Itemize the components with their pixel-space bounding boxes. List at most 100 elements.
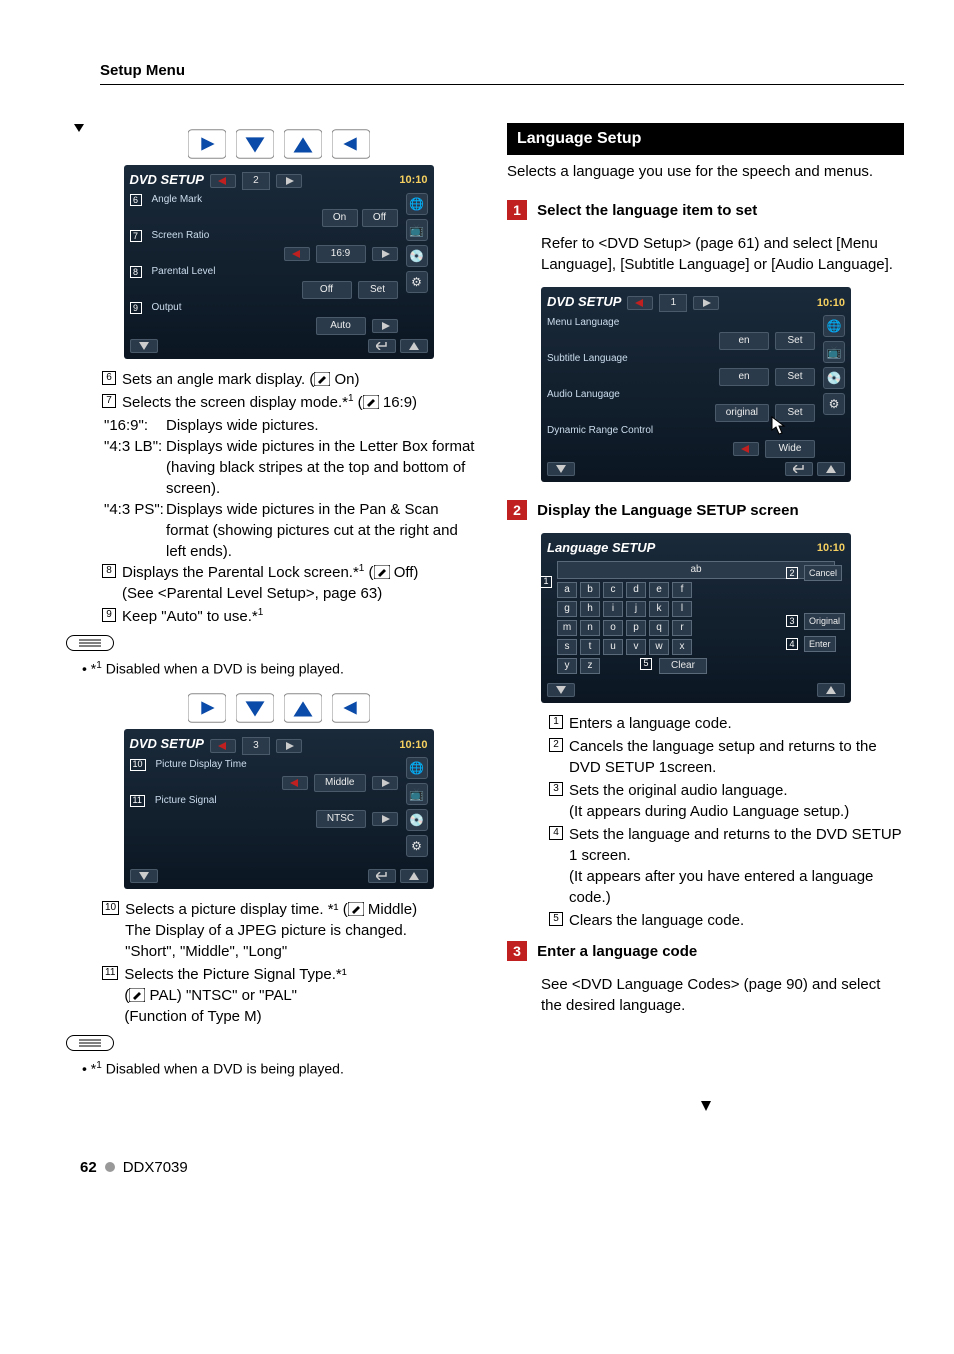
down-button[interactable] [130,869,158,883]
up-button[interactable] [400,869,428,883]
gear-icon[interactable]: ⚙ [406,271,428,293]
clock: 10:10 [817,296,845,311]
keyboard-key[interactable]: x [672,639,692,655]
left-arrow-button[interactable] [733,442,759,456]
keyboard-key[interactable]: l [672,601,692,617]
av-icon[interactable]: 📺 [406,783,428,805]
gear-icon[interactable]: ⚙ [823,393,845,415]
keyboard-key[interactable]: s [557,639,577,655]
keyboard-key[interactable]: d [626,582,646,598]
keyboard-key[interactable]: e [649,582,669,598]
note-icon [66,1035,114,1051]
enter-button[interactable]: Enter [804,636,836,653]
play-right-icon [188,693,226,723]
keyboard-key[interactable]: i [603,601,623,617]
keyboard-key[interactable]: v [626,639,646,655]
cancel-button[interactable]: Cancel [804,565,842,582]
set-button[interactable]: Set [358,281,398,299]
callout-11: 11 [130,795,145,807]
next-page-icon[interactable] [276,174,302,188]
clear-button[interactable]: Clear [659,658,707,674]
clock: 10:10 [399,738,427,753]
screen-title: DVD SETUP [547,293,621,311]
keyboard-key[interactable]: n [580,620,600,636]
globe-icon[interactable]: 🌐 [406,193,428,215]
left-arrow-button[interactable] [284,247,310,261]
return-button[interactable] [368,869,396,883]
right-arrow-button[interactable] [372,319,398,333]
step-title: Select the language item to set [537,202,757,219]
pencil-icon [348,901,364,915]
keyboard-key[interactable]: b [580,582,600,598]
set-button[interactable]: Set [775,332,815,350]
disc-icon[interactable]: 💿 [823,367,845,389]
note-icon [66,635,114,651]
av-icon[interactable]: 📺 [406,219,428,241]
down-button[interactable] [547,462,575,476]
keyboard-key[interactable]: y [557,658,577,674]
down-button[interactable] [130,339,158,353]
callout-9: 9 [130,302,142,314]
up-button[interactable] [817,462,845,476]
keyboard-key[interactable]: q [649,620,669,636]
globe-icon[interactable]: 🌐 [823,315,845,337]
next-page-icon[interactable] [693,296,719,310]
keyboard-key[interactable]: c [603,582,623,598]
return-button[interactable] [368,339,396,353]
clock: 10:10 [817,541,845,556]
keyboard-key[interactable]: r [672,620,692,636]
av-icon[interactable]: 📺 [823,341,845,363]
section-header: Setup Menu [100,60,904,85]
screen-title: DVD SETUP [130,735,204,753]
keyboard-key[interactable]: m [557,620,577,636]
keyboard-key[interactable]: t [580,639,600,655]
keyboard-key[interactable]: j [626,601,646,617]
keyboard-key[interactable]: f [672,582,692,598]
callout-3: 3 [786,615,798,627]
keyboard-key[interactable]: p [626,620,646,636]
right-arrow-button[interactable] [372,247,398,261]
down-button[interactable] [547,683,575,697]
prev-page-icon[interactable] [210,174,236,188]
keyboard-key[interactable]: k [649,601,669,617]
keyboard-key[interactable]: h [580,601,600,617]
callout-10: 10 [102,901,119,915]
keyboard-key[interactable]: o [603,620,623,636]
next-page-icon[interactable] [276,739,302,753]
prev-page-icon[interactable] [210,739,236,753]
mode-table: "16:9":Displays wide pictures."4:3 LB":D… [104,415,477,562]
disc-icon[interactable]: 💿 [406,245,428,267]
globe-icon[interactable]: 🌐 [406,757,428,779]
return-button[interactable] [785,462,813,476]
desc-text: Cancels the language setup and returns t… [569,736,904,778]
set-button[interactable]: Set [775,368,815,386]
off-button[interactable]: Off [362,209,398,227]
value-display: Off [302,281,352,299]
up-button[interactable] [400,339,428,353]
on-button[interactable]: On [322,209,358,227]
keyboard-key[interactable]: z [580,658,600,674]
row-label: Picture Signal [155,794,398,808]
value-button: Middle [314,774,365,792]
keyboard-key[interactable]: a [557,582,577,598]
prev-page-icon[interactable] [627,296,653,310]
page-number: 1 [659,294,687,312]
description-list-right: 1Enters a language code.2Cancels the lan… [549,713,904,931]
side-shortcut-icons: 🌐 📺 💿 ⚙ [823,315,845,415]
gear-icon[interactable]: ⚙ [406,835,428,857]
original-button[interactable]: Original [804,613,845,630]
right-arrow-button[interactable] [372,776,398,790]
keyboard-key[interactable]: w [649,639,669,655]
keyboard-key[interactable]: u [603,639,623,655]
play-right-icon [188,129,226,159]
right-arrow-button[interactable] [372,812,398,826]
left-arrow-button[interactable] [282,776,308,790]
disc-icon[interactable]: 💿 [406,809,428,831]
pencil-icon [374,564,390,578]
up-button[interactable] [817,683,845,697]
section-intro: Selects a language you use for the speec… [507,161,904,182]
keyboard-key[interactable]: g [557,601,577,617]
value-display: en [719,368,769,386]
callout-4: 4 [786,638,798,650]
mode-value: Displays wide pictures in the Pan & Scan… [166,499,477,562]
